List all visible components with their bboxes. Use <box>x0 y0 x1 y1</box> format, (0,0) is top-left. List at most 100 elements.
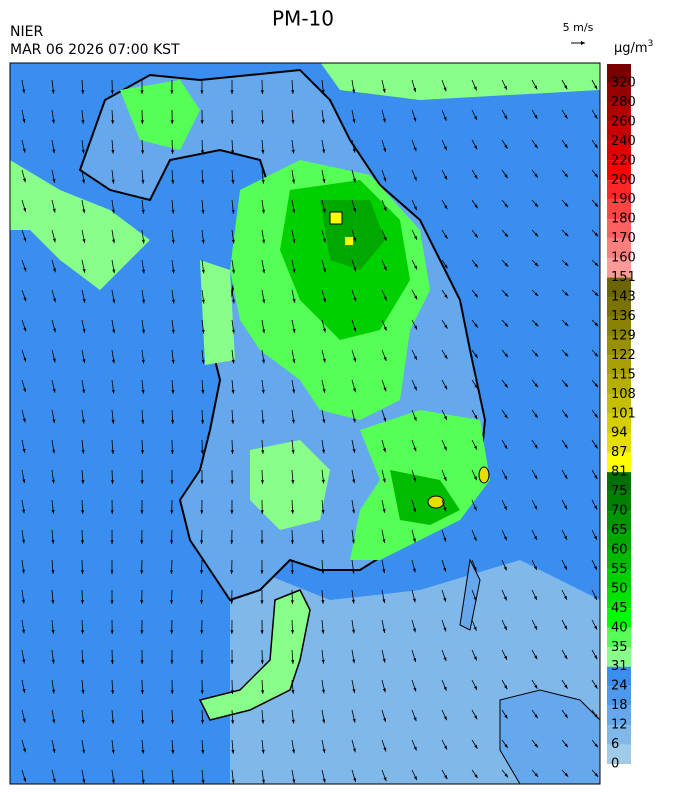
colorbar-label: 65 <box>611 523 628 538</box>
wind-arrow-head <box>564 684 568 689</box>
colorbar-label: 160 <box>611 251 636 266</box>
colorbar-label: 240 <box>611 134 636 149</box>
wind-arrow-head <box>51 119 55 124</box>
wind-arrow-head <box>231 389 235 394</box>
wind-arrow-head <box>351 599 355 604</box>
wind-arrow-head <box>474 145 478 150</box>
wind-arrow-head <box>80 600 84 604</box>
wind-arrow-head <box>290 540 294 544</box>
wind-arrow-head <box>21 539 25 544</box>
wind-arrow-head <box>473 597 477 602</box>
wind-arrow-head <box>382 569 386 574</box>
colorbar-label: 87 <box>611 445 628 460</box>
wind-arrow-head <box>594 413 598 418</box>
wind-arrow-head <box>382 478 386 483</box>
colorbar-label: 115 <box>611 367 636 382</box>
wind-arrow-head <box>260 540 264 544</box>
wind-arrow-head <box>171 269 175 274</box>
wind-arrow-head <box>171 329 175 334</box>
wind-arrow-head <box>23 237 27 242</box>
colorbar-label: 12 <box>611 718 628 733</box>
wind-arrow-head <box>51 689 55 694</box>
wind-arrow-head <box>200 660 204 664</box>
wind-arrow-head <box>503 85 507 90</box>
colorbar-label: 320 <box>611 76 636 91</box>
color-segment <box>607 686 631 706</box>
unit: μg/m3 <box>614 39 653 56</box>
wind-arrow-head <box>352 148 356 153</box>
wind-arrow-head <box>564 772 569 777</box>
wind-arrow-head <box>260 90 264 94</box>
wind-arrow-head <box>111 179 115 184</box>
wind-arrow-head <box>111 209 115 214</box>
color-segment <box>607 335 631 356</box>
colorbar-label: 220 <box>611 153 636 168</box>
wind-arrow-head <box>504 144 508 149</box>
wind-arrow-head <box>563 535 568 540</box>
wind-arrow-head <box>81 510 85 514</box>
wind-arrow-head <box>291 689 295 694</box>
wind-arrow-head <box>170 600 174 604</box>
wind-arrow-head <box>230 510 234 514</box>
wind-arrow-head <box>111 779 115 784</box>
wind-arrow-head <box>413 206 417 211</box>
color-segment <box>607 608 631 628</box>
wind-arrow-head <box>201 359 205 364</box>
wind-arrow-head <box>23 297 27 302</box>
wind-arrow-head <box>200 120 204 124</box>
wind-arrow-head <box>443 627 447 632</box>
wind-arrow-head <box>140 570 144 574</box>
wind-arrow-head <box>201 299 205 304</box>
wind-arrow-head <box>171 180 175 184</box>
wind-arrow-head <box>230 690 234 694</box>
wind-arrow-head <box>140 690 144 694</box>
wind-arrow-head <box>534 414 538 418</box>
wind-arrow-head <box>52 449 56 454</box>
wind-arrow-head <box>412 568 416 573</box>
wind-arrow-head <box>230 450 234 454</box>
wind-arrow-head <box>474 744 478 749</box>
wind-arrow-head <box>110 90 114 94</box>
wind-arrow-head <box>534 743 538 748</box>
wind-arrow-head <box>321 539 325 544</box>
color-segment <box>607 297 631 317</box>
wind-arrow-head <box>443 116 447 121</box>
wind-arrow-head <box>81 719 85 724</box>
wind-arrow-head <box>51 599 55 604</box>
wind-arrow-head <box>231 359 235 364</box>
wind-arrow-head <box>201 750 205 754</box>
wind-arrow-head <box>382 539 386 543</box>
wind-arrow-head <box>593 595 597 600</box>
wind-arrow-head <box>503 566 507 571</box>
wind-arrow-head <box>474 384 478 389</box>
wind-arrow-head <box>504 353 508 358</box>
wind-arrow-head <box>111 389 115 394</box>
title: PM-10 <box>272 7 334 31</box>
wind-arrow-head <box>413 447 417 452</box>
wind-arrow-head <box>382 599 386 604</box>
color-segment <box>607 433 631 453</box>
wind-arrow-head <box>261 359 266 364</box>
wind-arrow-head <box>594 352 599 357</box>
wind-arrow-head <box>321 509 325 514</box>
wind-arrow-head <box>353 237 357 242</box>
wind-arrow-head <box>291 749 296 754</box>
wind-arrow-head <box>51 479 55 484</box>
wind-arrow-head <box>382 628 386 633</box>
island <box>198 589 311 721</box>
wind-arrow-head <box>292 389 296 394</box>
wind-arrow-head <box>504 174 508 179</box>
wind-arrow-head <box>200 450 204 454</box>
color-segment <box>607 452 631 473</box>
wind-arrow-head <box>322 358 326 363</box>
wind-arrow-head <box>564 475 568 479</box>
wind-arrow-head <box>594 684 598 689</box>
wind-arrow-head <box>352 178 356 183</box>
wind-arrow-head <box>51 570 55 574</box>
color-segment <box>607 705 631 726</box>
wind-arrow-head <box>261 779 265 784</box>
hotspot <box>329 211 343 225</box>
wind-arrow-head <box>503 596 507 601</box>
colorbar-label: 122 <box>611 348 636 363</box>
color-segment <box>607 511 631 531</box>
